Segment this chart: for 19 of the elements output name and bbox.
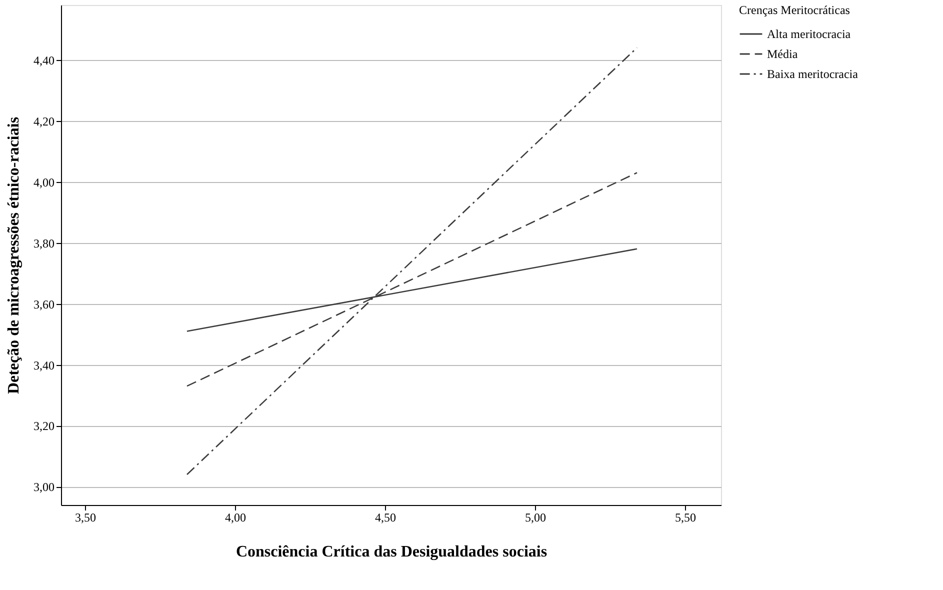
- x-tick-label: 4,50: [375, 510, 396, 524]
- y-tick-label: 4,00: [34, 175, 54, 190]
- y-tick-label: 4,20: [34, 114, 54, 128]
- y-tick-label: 3,80: [34, 236, 54, 250]
- y-axis-title: Deteção de microagressões étnico-raciais: [6, 116, 22, 394]
- x-tick-label: 3,50: [75, 510, 96, 524]
- legend-label: Baixa meritocracia: [767, 67, 859, 81]
- legend-label: Alta meritocracia: [767, 27, 852, 41]
- legend-title: Crenças Meritocráticas: [739, 3, 850, 17]
- y-tick-label: 3,20: [34, 419, 54, 434]
- y-tick-label: 3,60: [34, 297, 54, 312]
- x-tick-label: 4,00: [225, 510, 246, 524]
- y-tick-label: 3,40: [34, 358, 54, 372]
- legend-label: Média: [767, 47, 798, 61]
- y-tick-label: 3,00: [34, 480, 54, 494]
- x-axis-title: Consciência Crítica das Desigualdades sociais: [236, 544, 548, 560]
- y-tick-label: 4,40: [34, 53, 54, 68]
- x-tick-label: 5,00: [525, 510, 546, 524]
- x-tick-label: 5,50: [675, 510, 696, 524]
